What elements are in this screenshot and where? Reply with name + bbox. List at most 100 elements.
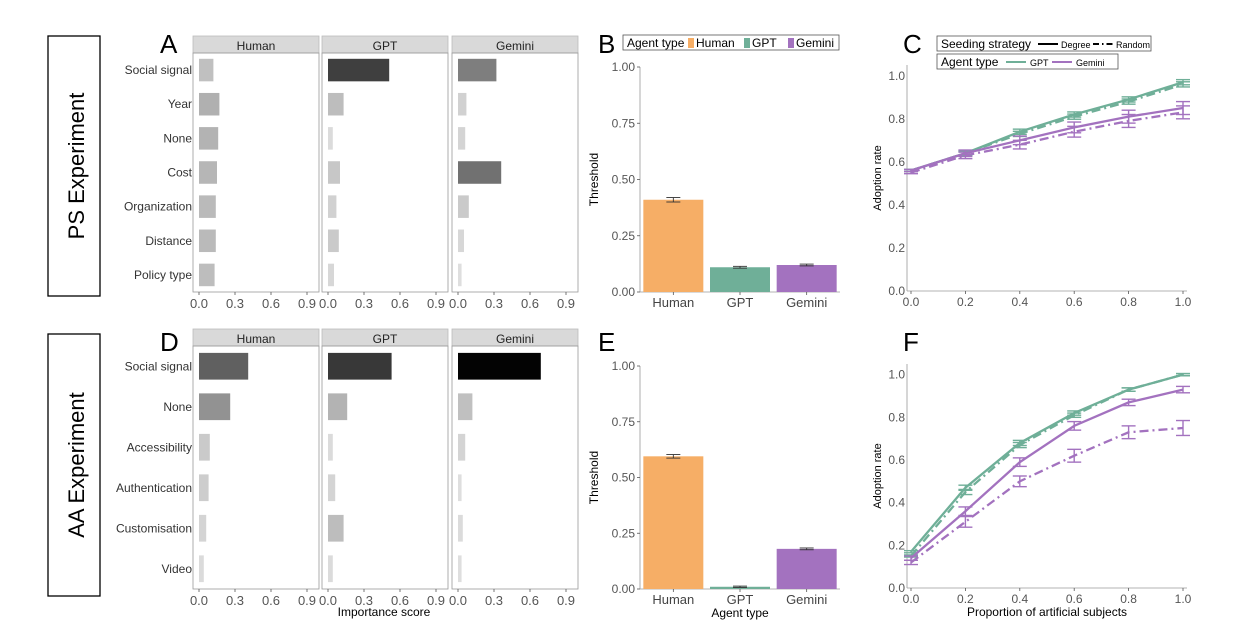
panel-b-threshold-ps: 0.00 0.25 0.50 0.75 1.00 Threshold Human GPT Gem… <box>587 34 840 310</box>
bar-gemini-none <box>458 393 473 421</box>
x-axis-title: Proportion of artificial subjects <box>967 605 1127 619</box>
x-tick-label-gemini: Gemini <box>786 592 827 607</box>
y-tick-label: 0.6 <box>888 155 905 169</box>
y-tick-label: 0.50 <box>612 471 636 485</box>
y-tick-label: 1.00 <box>612 359 636 373</box>
y-tick-label: 0.25 <box>612 229 636 243</box>
bar-gemini-cost <box>458 161 502 184</box>
bar-gpt-customisation <box>328 514 344 542</box>
x-tick-label: 0.6 <box>1066 295 1083 309</box>
x-tick-label-human: 0.9 <box>298 593 316 608</box>
legend-swatch-gpt <box>744 38 750 48</box>
x-tick-label-human: 0.3 <box>226 296 244 311</box>
legend-label-degree: Degree <box>1061 40 1091 50</box>
legend-label-gpt: GPT <box>752 36 777 50</box>
x-tick-label-human: 0.9 <box>298 296 316 311</box>
panel-a-importance-ps: Social signal Year None Cost Organization Dis… <box>124 35 579 311</box>
x-tick-label: 0.6 <box>1066 592 1083 606</box>
category-label-policy-type: Policy type <box>134 268 192 282</box>
x-tick-label-gpt: 0.6 <box>391 296 409 311</box>
x-axis-title: Agent type <box>711 606 769 620</box>
facet-title-gemini: Gemini <box>496 332 534 346</box>
bar-gemini <box>776 265 837 292</box>
panel-letter-f: F <box>903 327 919 357</box>
x-tick-label: 0.2 <box>957 295 974 309</box>
bar-gemini-policy-type <box>458 263 462 287</box>
facet-title-gpt: GPT <box>373 332 398 346</box>
legend-title: Agent type <box>627 36 685 50</box>
legend-agent-title: Agent type <box>941 55 999 69</box>
panel-letter-c: C <box>903 29 922 59</box>
legend-seed-title: Seeding strategy <box>941 37 1031 51</box>
facet-frame-human <box>192 52 320 293</box>
bar-gemini-customisation <box>458 514 463 542</box>
x-tick-label-gpt: 0.9 <box>427 593 445 608</box>
legend-label-gpt: GPT <box>1030 58 1049 68</box>
bar-gemini-social-signal <box>458 58 497 82</box>
legend-swatch-gemini <box>788 38 794 48</box>
panel-f-adoption-aa: 0.0 0.2 0.4 0.6 0.8 1.0 0.0 0.2 0.4 0.6 0.8 1.0 Adop… <box>872 364 1192 619</box>
bar-human-authentication <box>199 474 209 502</box>
y-tick-label: 0.2 <box>888 241 905 255</box>
x-tick-label-human: 0.6 <box>262 593 280 608</box>
bar-gpt-year <box>328 92 344 116</box>
bar-human-distance <box>199 229 216 253</box>
panel-letter-b: B <box>598 29 615 59</box>
category-label-customisation: Customisation <box>116 521 192 535</box>
x-tick-label-gemini: 0.9 <box>557 593 575 608</box>
y-tick-label: 1.00 <box>612 60 636 74</box>
bar-gemini-video <box>458 555 462 583</box>
line-gemini-degree <box>910 106 1184 172</box>
x-tick-label: 0.0 <box>903 295 920 309</box>
legend-box <box>936 53 1119 70</box>
facet-title-gpt: GPT <box>373 39 398 53</box>
y-tick-label: 0.0 <box>888 284 905 298</box>
legend-label-random: Random <box>1116 40 1150 50</box>
row-label-ps-text: PS Experiment <box>64 93 89 240</box>
bar-human-customisation <box>199 514 207 542</box>
y-tick-label: 0.8 <box>888 410 905 424</box>
x-tick-label-gemini: 0.3 <box>485 593 503 608</box>
bar-gemini-year <box>458 92 467 116</box>
panel-letter-d: D <box>160 327 179 357</box>
x-tick-label-gemini: Gemini <box>786 295 827 310</box>
bar-human-social-signal <box>199 58 214 82</box>
panel-c-adoption-ps: 0.0 0.2 0.4 0.6 0.8 1.0 0.0 0.2 0.4 0.6 0.8 1.0 Adop… <box>872 35 1192 309</box>
facet-frame-gpt <box>321 52 449 293</box>
x-tick-label: 0.8 <box>1120 295 1137 309</box>
y-tick-label: 0.00 <box>612 285 636 299</box>
y-axis-title: Threshold <box>587 153 601 206</box>
x-tick-label-human: 0.6 <box>262 296 280 311</box>
y-tick-label: 0.25 <box>612 526 636 540</box>
x-tick-label-gemini: 0.3 <box>485 296 503 311</box>
bar-gpt-policy-type <box>328 263 334 287</box>
x-tick-label: 0.4 <box>1011 592 1028 606</box>
row-label-ps: PS Experiment <box>47 35 101 297</box>
line-gemini-random <box>910 111 1184 174</box>
bar-human-social-signal <box>199 352 249 380</box>
line-gemini-random <box>910 426 1184 564</box>
x-tick-label-gpt: 0.0 <box>319 296 337 311</box>
bar-human-organization <box>199 195 216 218</box>
x-tick-label-gpt: 0.6 <box>391 593 409 608</box>
bar-gpt-organization <box>328 195 337 218</box>
x-tick-label-human: 0.0 <box>190 593 208 608</box>
category-label-accessibility: Accessibility <box>127 440 192 454</box>
bar-human <box>643 199 704 292</box>
category-label-organization: Organization <box>124 200 192 214</box>
facet-frame-gpt <box>321 345 449 590</box>
line-gpt-degree <box>910 373 1184 553</box>
y-tick-label: 0.00 <box>612 582 636 596</box>
x-tick-label-gemini: 0.6 <box>521 296 539 311</box>
y-tick-label: 0.6 <box>888 453 905 467</box>
y-tick-label: 0.75 <box>612 415 636 429</box>
bar-gemini-accessibility <box>458 433 466 461</box>
legend-agent-type-lines: Agent type GPT Gemini <box>936 53 1119 70</box>
y-tick-label: 0.4 <box>888 496 905 510</box>
bar-human-none <box>199 393 231 421</box>
y-tick-label: 1.0 <box>888 368 905 382</box>
importance-axis-title: Importance score <box>338 605 431 619</box>
category-label-social-signal: Social signal <box>125 63 192 77</box>
x-tick-label-gpt: GPT <box>727 295 754 310</box>
bar-human <box>643 456 704 589</box>
